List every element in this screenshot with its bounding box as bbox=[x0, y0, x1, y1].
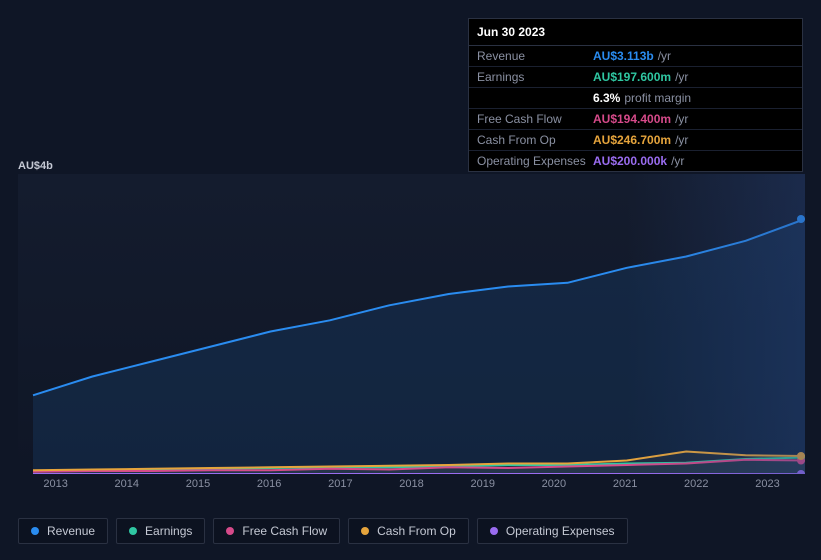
plot-area[interactable] bbox=[18, 174, 805, 474]
tooltip-row-value: AU$197.600m bbox=[593, 70, 671, 84]
series-end-marker bbox=[797, 452, 805, 460]
legend-dot-icon bbox=[31, 527, 39, 535]
legend-dot-icon bbox=[490, 527, 498, 535]
tooltip-row-value: AU$246.700m bbox=[593, 133, 671, 147]
tooltip-row-suffix: /yr bbox=[658, 49, 671, 63]
tooltip-row-label: Earnings bbox=[477, 70, 593, 84]
legend-item[interactable]: Earnings bbox=[116, 518, 205, 544]
legend-dot-icon bbox=[226, 527, 234, 535]
y-axis-max-label: AU$4b bbox=[18, 160, 53, 172]
tooltip-date: Jun 30 2023 bbox=[469, 19, 802, 46]
tooltip-row: RevenueAU$3.113b/yr bbox=[469, 46, 802, 67]
tooltip-row-value: AU$200.000k bbox=[593, 154, 667, 168]
series-end-marker bbox=[797, 215, 805, 223]
legend-label: Free Cash Flow bbox=[242, 524, 327, 538]
tooltip-row-label: Free Cash Flow bbox=[477, 112, 593, 126]
tooltip-row-label: Revenue bbox=[477, 49, 593, 63]
legend-dot-icon bbox=[361, 527, 369, 535]
tooltip-row: Operating ExpensesAU$200.000k/yr bbox=[469, 151, 802, 171]
tooltip-row: 6.3% profit margin bbox=[469, 88, 802, 109]
x-tick-label: 2017 bbox=[305, 478, 376, 494]
tooltip-row-suffix: /yr bbox=[675, 70, 688, 84]
tooltip-row-suffix: profit margin bbox=[624, 91, 691, 105]
tooltip-row-value: 6.3% bbox=[593, 91, 620, 105]
tooltip-row-label: Operating Expenses bbox=[477, 154, 593, 168]
x-tick-label: 2013 bbox=[20, 478, 91, 494]
legend-label: Earnings bbox=[145, 524, 192, 538]
tooltip-row-suffix: /yr bbox=[675, 112, 688, 126]
legend-dot-icon bbox=[129, 527, 137, 535]
x-tick-label: 2021 bbox=[590, 478, 661, 494]
chart-tooltip: Jun 30 2023 RevenueAU$3.113b/yrEarningsA… bbox=[468, 18, 803, 172]
x-axis: 2013201420152016201720182019202020212022… bbox=[18, 478, 805, 494]
legend-item[interactable]: Free Cash Flow bbox=[213, 518, 340, 544]
x-tick-label: 2014 bbox=[91, 478, 162, 494]
tooltip-row-value: AU$194.400m bbox=[593, 112, 671, 126]
legend: Revenue Earnings Free Cash Flow Cash From O… bbox=[18, 518, 628, 544]
tooltip-row: Free Cash FlowAU$194.400m/yr bbox=[469, 109, 802, 130]
legend-item[interactable]: Operating Expenses bbox=[477, 518, 628, 544]
tooltip-row: EarningsAU$197.600m/yr bbox=[469, 67, 802, 88]
x-tick-label: 2019 bbox=[447, 478, 518, 494]
tooltip-row-suffix: /yr bbox=[671, 154, 684, 168]
x-tick-label: 2023 bbox=[732, 478, 803, 494]
legend-label: Cash From Op bbox=[377, 524, 456, 538]
tooltip-row-label: Cash From Op bbox=[477, 133, 593, 147]
line-chart-svg bbox=[18, 174, 805, 474]
x-tick-label: 2018 bbox=[376, 478, 447, 494]
legend-item[interactable]: Revenue bbox=[18, 518, 108, 544]
tooltip-row: Cash From OpAU$246.700m/yr bbox=[469, 130, 802, 151]
legend-label: Operating Expenses bbox=[506, 524, 615, 538]
x-tick-label: 2020 bbox=[518, 478, 589, 494]
legend-item[interactable]: Cash From Op bbox=[348, 518, 469, 544]
x-tick-label: 2016 bbox=[234, 478, 305, 494]
tooltip-row-value: AU$3.113b bbox=[593, 49, 654, 63]
tooltip-rows: RevenueAU$3.113b/yrEarningsAU$197.600m/y… bbox=[469, 46, 802, 171]
financial-chart: AU$4b AU$0 20132014201520162017201820192… bbox=[18, 160, 805, 495]
x-tick-label: 2015 bbox=[162, 478, 233, 494]
legend-label: Revenue bbox=[47, 524, 95, 538]
x-tick-label: 2022 bbox=[661, 478, 732, 494]
tooltip-row-suffix: /yr bbox=[675, 133, 688, 147]
